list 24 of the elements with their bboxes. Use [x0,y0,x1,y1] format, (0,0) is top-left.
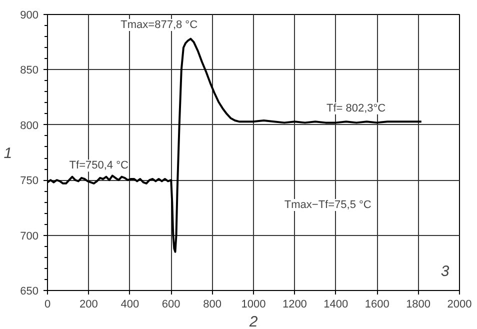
x-tick-label: 2000 [447,298,472,310]
x-tick-label: 1200 [282,298,307,310]
x-tick-label: 1600 [364,298,390,310]
annotation: Tmax−Tf=75,5 °C [284,199,372,212]
y-tick-label: 650 [20,286,39,298]
x-tick-label: 600 [162,298,180,310]
x-tick-label: 1400 [324,298,348,310]
annotation: Tf= 802,3°C [326,102,386,114]
x-tick-label: 1000 [241,298,266,310]
x-axis-title: 2 [248,314,258,329]
annotation: Tmax=877,8 °C [120,19,198,32]
x-tick-label: 0 [44,298,51,310]
x-tick-label: 1800 [406,298,431,310]
y-tick-label: 850 [20,64,39,77]
x-tick-label: 400 [120,298,140,310]
x-tick-label: 200 [80,298,98,310]
y-tick-label: 900 [20,10,39,22]
x-tick-label: 800 [203,298,222,310]
annotation: Tf=750,4 °C [69,160,128,172]
y-tick-label: 750 [20,175,39,188]
y-axis-title: 1 [4,145,12,162]
y-tick-label: 700 [20,230,39,242]
y-tick-label: 800 [20,120,39,132]
annotation: 3 [440,263,450,280]
